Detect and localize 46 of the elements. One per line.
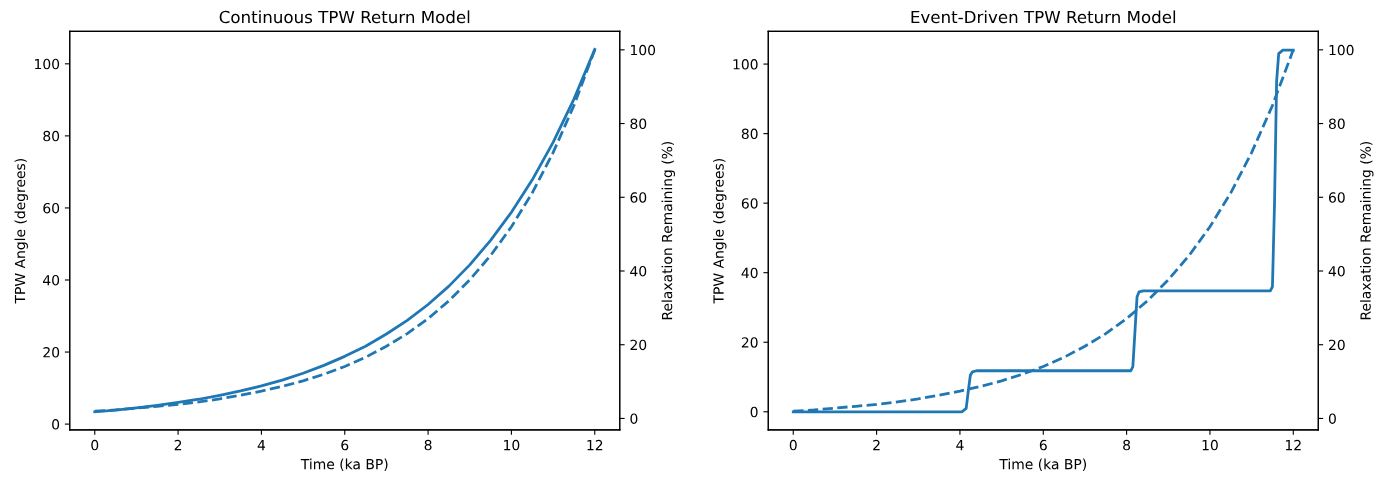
y2-axis-title: Relaxation Remaining (%) xyxy=(661,141,675,320)
x-tick-label: 10 xyxy=(504,439,520,451)
y2-tick-label: 60 xyxy=(630,192,647,203)
x-tick-label: 8 xyxy=(1123,439,1131,451)
y-axis-title: TPW Angle (degrees) xyxy=(14,158,28,304)
x-tick-label: 8 xyxy=(424,439,432,451)
y-tick-label: 60 xyxy=(741,198,758,209)
y-axis-title: TPW Angle (degrees) xyxy=(713,158,727,304)
x-axis-title: Time (ka BP) xyxy=(300,458,388,471)
x-tick-label: 4 xyxy=(956,440,964,451)
y2-tick-label: 100 xyxy=(1329,44,1354,56)
y-tick-label: 80 xyxy=(741,128,758,140)
x-axis-title: Time (ka BP) xyxy=(999,458,1087,471)
y-tick-label: 80 xyxy=(43,130,60,142)
y-tick-label: 60 xyxy=(43,202,60,214)
y2-tick-label: 80 xyxy=(1328,118,1345,130)
y2-tick-label: 100 xyxy=(631,44,656,56)
chart-title: Event-Driven TPW Return Model xyxy=(911,10,1176,24)
y2-tick-label: 80 xyxy=(630,118,647,130)
x-tick-label: 6 xyxy=(341,439,349,451)
y-tick-label: 40 xyxy=(741,267,758,279)
y2-tick-label: 0 xyxy=(1328,413,1336,424)
y2-tick-label: 60 xyxy=(1328,192,1345,203)
y2-tick-label: 0 xyxy=(630,413,638,424)
x-tick-label: 2 xyxy=(873,439,880,451)
x-tick-label: 2 xyxy=(174,439,182,451)
x-tick-label: 0 xyxy=(91,439,99,451)
x-tick-label: 4 xyxy=(257,440,266,451)
x-tick-label: 6 xyxy=(1039,439,1047,451)
y-tick-label: 100 xyxy=(733,59,758,70)
y-tick-label: 40 xyxy=(43,274,60,286)
y-tick-label: 100 xyxy=(35,58,60,70)
x-tick-label: 10 xyxy=(1202,439,1218,451)
y2-axis-title: Relaxation Remaining (%) xyxy=(1360,141,1374,320)
x-tick-label: 0 xyxy=(789,439,797,451)
y2-tick-label: 20 xyxy=(1329,339,1345,351)
y-tick-label: 20 xyxy=(741,337,758,348)
y2-tick-label: 40 xyxy=(1328,265,1345,277)
chart-title: Continuous TPW Return Model xyxy=(219,10,470,24)
y-tick-label: 0 xyxy=(750,406,758,418)
x-tick-label: 12 xyxy=(1285,439,1301,451)
y2-tick-label: 20 xyxy=(630,339,647,351)
y-tick-label: 20 xyxy=(43,347,60,358)
x-tick-label: 12 xyxy=(587,439,603,451)
y-tick-label: 0 xyxy=(52,419,60,430)
y2-tick-label: 40 xyxy=(630,265,647,277)
